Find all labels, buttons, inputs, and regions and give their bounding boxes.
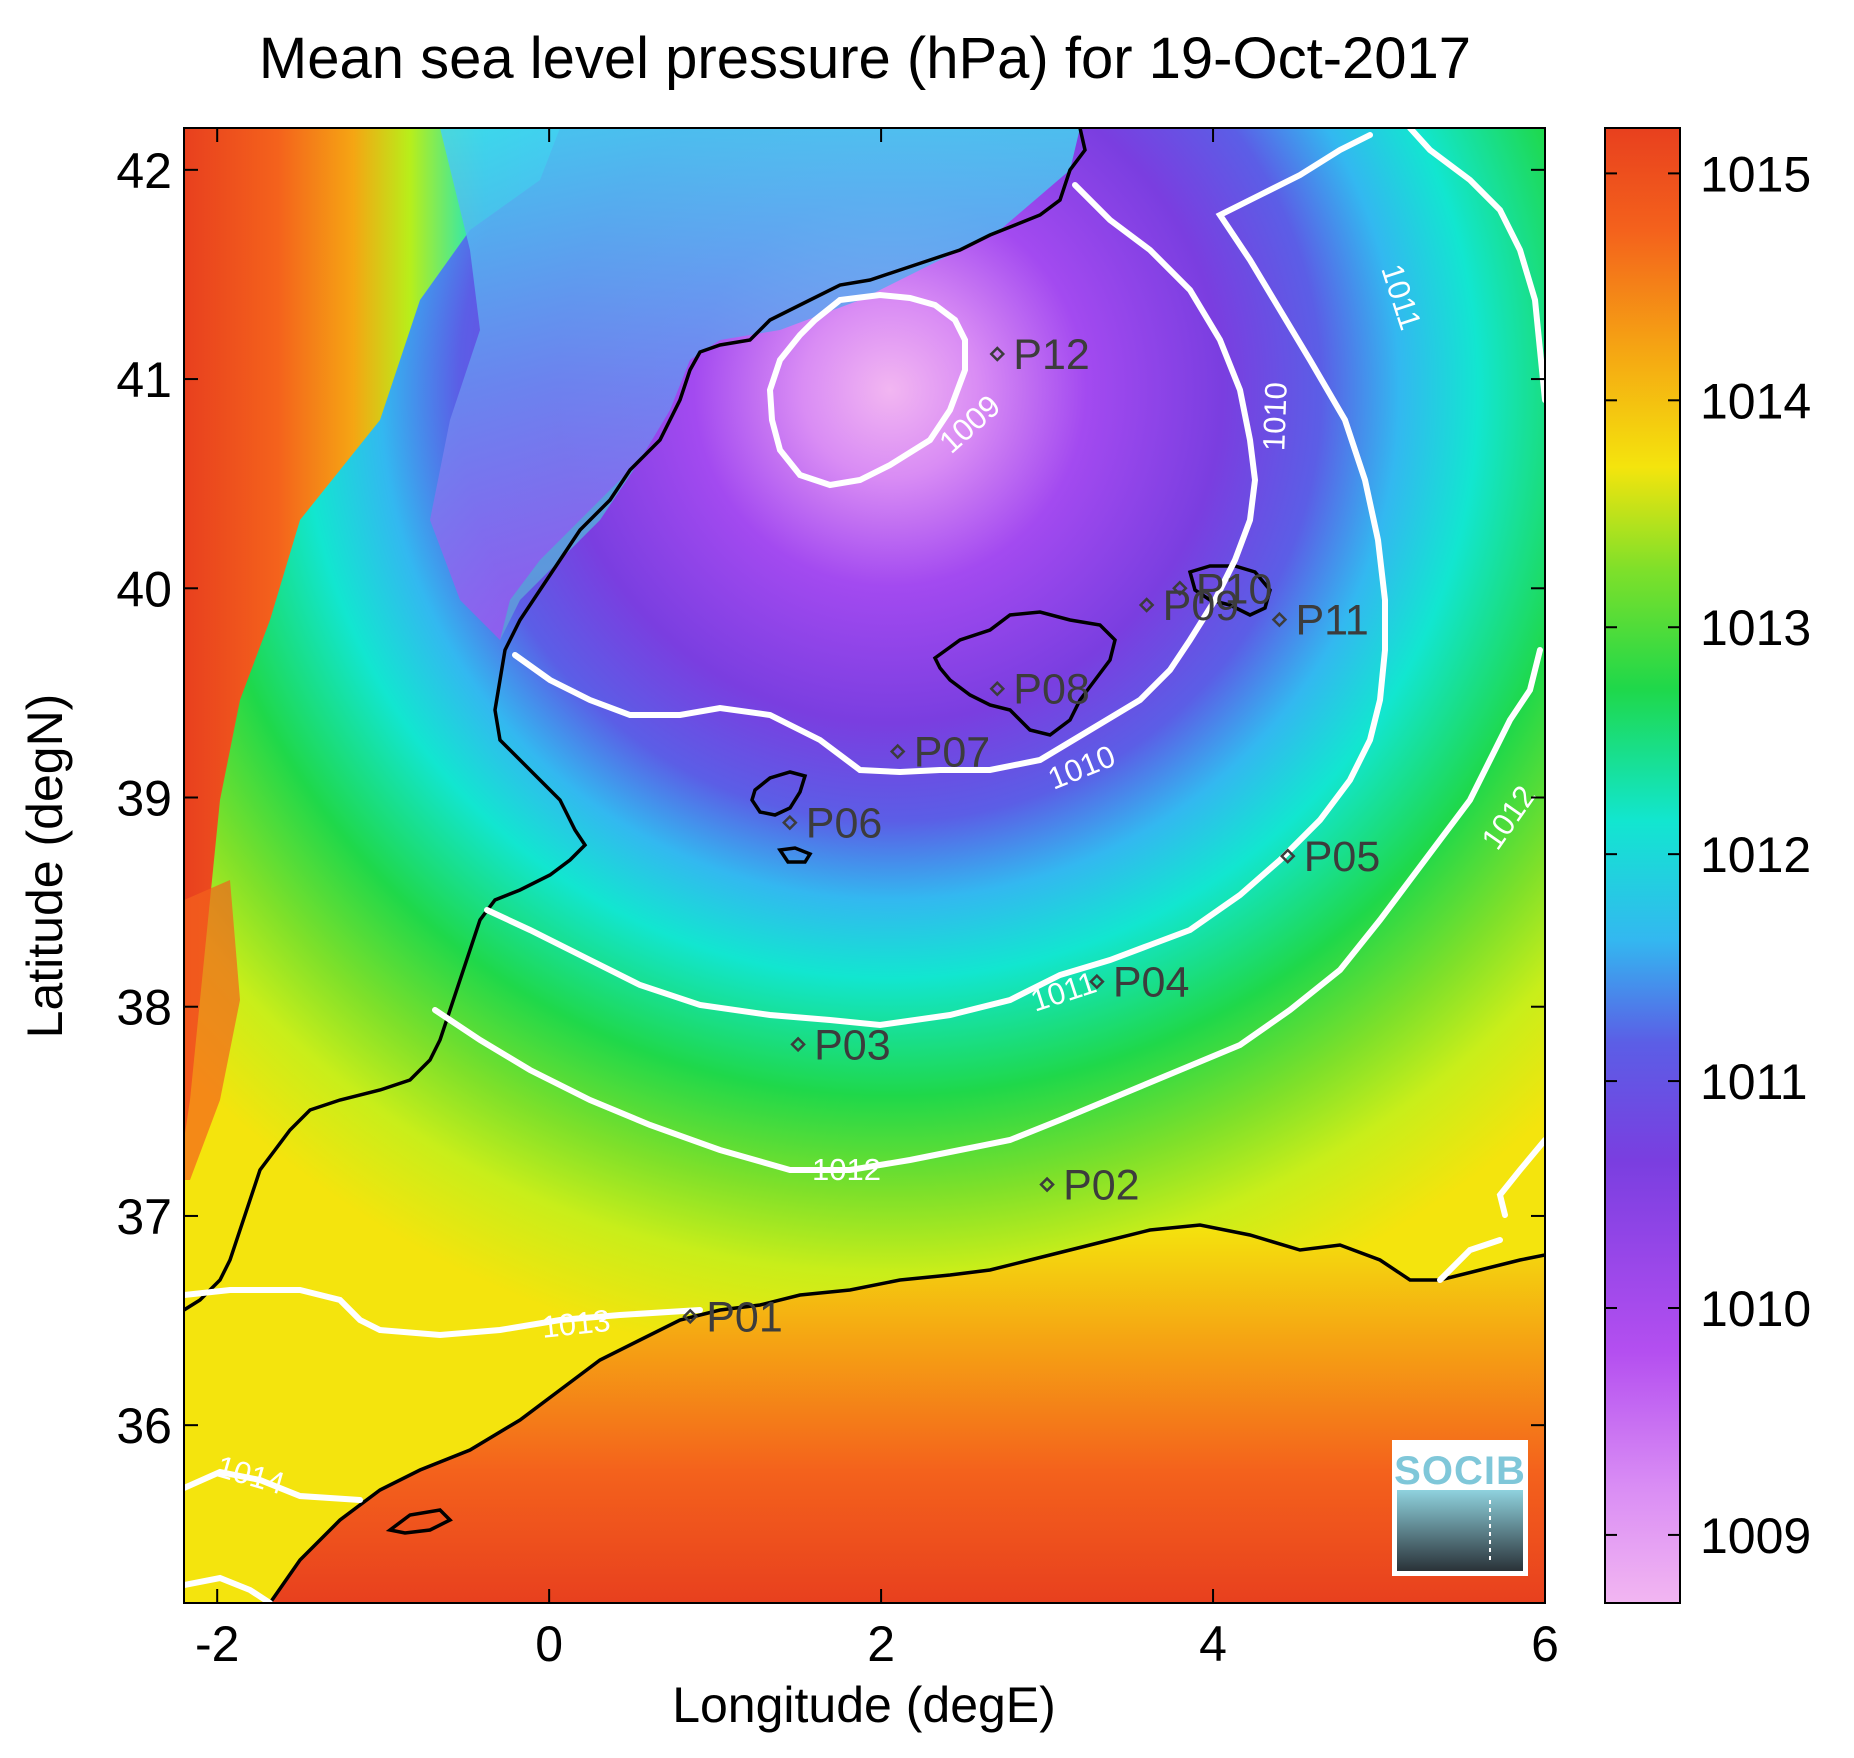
land-spain-coast — [500, 440, 660, 640]
station-diamond-icon — [989, 680, 1006, 697]
y-tick-label: 40 — [116, 561, 172, 617]
isobar-1012-east — [1407, 128, 1545, 403]
y-axis-label: Latitude (degN) — [17, 694, 73, 1039]
station-diamond-icon — [1279, 848, 1296, 864]
station-marker-p10[interactable]: P10 — [1172, 565, 1273, 613]
coastline-spain — [184, 128, 1087, 1312]
station-label: P04 — [1113, 959, 1190, 1007]
station-marker-p05[interactable]: P05 — [1279, 833, 1381, 881]
station-diamond-icon — [790, 1036, 806, 1053]
isobar-1013-se — [1437, 1237, 1503, 1283]
station-marker-p11[interactable]: P11 — [1271, 597, 1369, 645]
contour-label: 1012 — [812, 1152, 881, 1187]
coastline-mallorca — [932, 610, 1117, 737]
station-marker-p01[interactable]: P01 — [682, 1293, 783, 1341]
contour-label: 1010 — [1256, 381, 1293, 451]
socib-logo: SOCIB — [1392, 1440, 1528, 1576]
station-marker-p07[interactable]: P07 — [889, 728, 991, 776]
y-axis-ticks: 42 41 40 39 38 37 36 — [116, 143, 1545, 1454]
station-marker-p03[interactable]: P03 — [790, 1021, 891, 1069]
isobar-1013-east — [1496, 1137, 1545, 1218]
x-tick-label: 6 — [1531, 1616, 1559, 1672]
y-tick-label: 38 — [116, 980, 172, 1036]
x-tick-label: 4 — [1199, 1616, 1227, 1672]
colorbar-tick-label: 1011 — [1700, 1054, 1808, 1110]
isobars — [184, 128, 1545, 1603]
station-label: P03 — [814, 1021, 891, 1069]
coastline-africa — [268, 1223, 1545, 1603]
colorbar-tick-label: 1010 — [1700, 1281, 1811, 1337]
station-label: P06 — [806, 800, 883, 848]
station-diamond-icon — [1172, 580, 1188, 597]
coastline-ibiza — [750, 770, 808, 817]
colorbar-ticks: 1015 1014 1013 1012 1011 1010 1009 — [1605, 146, 1811, 1564]
colorbar-tick-label: 1009 — [1700, 1508, 1811, 1564]
isobar-1014 — [184, 1468, 363, 1503]
x-tick-label: 2 — [867, 1616, 895, 1672]
station-marker-p08[interactable]: P08 — [989, 666, 1090, 714]
station-label: P12 — [1013, 331, 1090, 379]
colorbar-gradient — [1604, 127, 1681, 1604]
x-axis-label: Longitude (degE) — [672, 1677, 1056, 1733]
station-diamond-icon — [682, 1308, 698, 1325]
coastline-alboran — [385, 1508, 453, 1535]
station-diamond-icon — [1138, 597, 1155, 613]
station-label: P10 — [1196, 565, 1273, 613]
station-marker-p02[interactable]: P02 — [1039, 1162, 1140, 1210]
isobar-1012 — [432, 647, 1543, 1173]
station-diamond-icon — [1039, 1176, 1055, 1193]
station-label: P11 — [1295, 597, 1368, 645]
y-tick-label: 39 — [116, 771, 172, 827]
plot-frame — [183, 127, 1546, 1604]
station-diamond-icon — [1271, 611, 1288, 628]
x-axis-ticks: -2 0 2 4 6 — [195, 128, 1559, 1672]
colorbar-tick-label: 1012 — [1700, 827, 1811, 883]
y-tick-label: 42 — [116, 143, 172, 199]
station-marker-p06[interactable]: P06 — [782, 800, 883, 848]
colorbar-tick-label: 1014 — [1700, 373, 1811, 429]
station-label: P07 — [914, 728, 991, 776]
contour-label: 1013 — [540, 1303, 612, 1345]
colorbar: 1015 1014 1013 1012 1011 1010 1009 — [1604, 127, 1811, 1604]
socib-logo-text: SOCIB — [1394, 1449, 1526, 1493]
coastline-formentera — [776, 846, 813, 864]
colorbar-tick-label: 1013 — [1700, 600, 1811, 656]
station-diamond-icon — [782, 814, 798, 831]
station-label: P05 — [1304, 833, 1381, 881]
isobar-1010 — [512, 182, 1259, 776]
land-africa — [270, 1225, 1545, 1603]
y-tick-label: 36 — [116, 1398, 172, 1454]
station-diamond-icon — [889, 743, 906, 760]
station-diamond-icon — [1089, 973, 1105, 990]
y-tick-label: 41 — [116, 352, 172, 408]
y-tick-label: 37 — [116, 1189, 172, 1245]
coastlines — [184, 128, 1545, 1603]
station-label: P01 — [706, 1293, 783, 1341]
isobar-1013 — [184, 1287, 703, 1339]
station-marker-p12[interactable]: P12 — [989, 331, 1090, 379]
station-label: P08 — [1013, 666, 1090, 714]
map-plot-area: 1009 1010 1010 1011 1011 1012 1012 1012 … — [184, 128, 1545, 1603]
map-title: Mean sea level pressure (hPa) for 19-Oct… — [259, 26, 1471, 91]
station-marker-p04[interactable]: P04 — [1089, 959, 1190, 1007]
isobar-1011 — [484, 132, 1388, 1029]
land-spain-southwest — [184, 880, 240, 1180]
x-tick-label: -2 — [195, 1616, 239, 1672]
station-diamond-icon — [989, 346, 1006, 362]
colorbar-tick-label: 1015 — [1700, 146, 1811, 202]
isobar-1009 — [766, 291, 968, 489]
x-tick-label: 0 — [535, 1616, 563, 1672]
land-iberia-west — [184, 128, 560, 1140]
isobar-1015 — [184, 1574, 273, 1603]
coastline-menorca — [1187, 564, 1272, 617]
station-label: P02 — [1063, 1162, 1140, 1210]
land-north — [430, 128, 1080, 640]
